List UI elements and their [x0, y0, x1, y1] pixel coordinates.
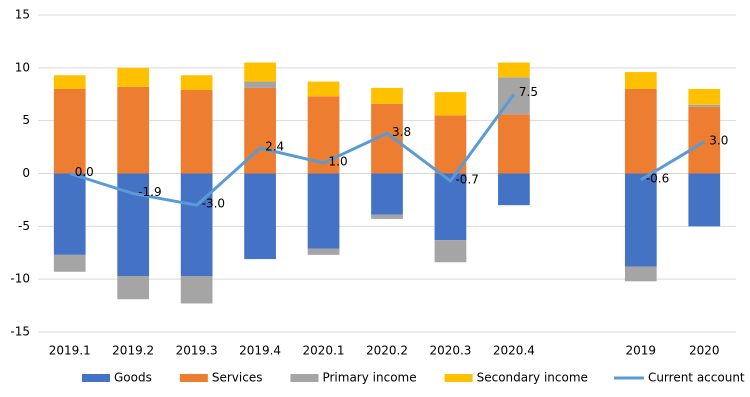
bar-segment	[180, 75, 213, 91]
x-tick-label: 2019.3	[176, 344, 218, 358]
bar-segment	[434, 173, 467, 241]
bar-segment	[117, 67, 150, 87]
y-tick-label: -10	[10, 272, 30, 286]
legend-label: Services	[212, 371, 263, 385]
bar-segment	[180, 90, 213, 174]
bar-segment	[53, 173, 86, 255]
data-label: 1.0	[329, 154, 348, 168]
x-tick-label: 2020.4	[493, 344, 535, 358]
bar-segment	[307, 81, 340, 97]
bar-segment	[624, 72, 657, 89]
bar-segment	[624, 173, 657, 267]
y-tick-label: 5	[22, 113, 30, 127]
bar-segment	[53, 75, 86, 89]
data-label: -0.6	[646, 171, 669, 185]
bar-segment	[498, 62, 530, 78]
legend-swatch	[290, 374, 319, 382]
bar-segment	[688, 106, 721, 174]
bar-segment	[244, 81, 276, 88]
bar-segment	[498, 114, 530, 174]
data-label: -3.0	[202, 197, 225, 211]
bar-segment	[688, 104, 721, 107]
x-tick-label: 2020.2	[366, 344, 408, 358]
bar-segment	[624, 266, 657, 282]
data-label: 3.0	[709, 133, 728, 147]
x-tick-label: 2020	[689, 344, 720, 358]
bar-segment	[53, 88, 86, 174]
bar-segment	[53, 254, 86, 272]
legend-swatch	[179, 374, 208, 382]
bar-segment	[117, 275, 150, 300]
legend-label: Secondary income	[477, 371, 588, 385]
line	[69, 93, 706, 207]
bar-segment	[434, 92, 467, 116]
x-tick-label: 2019	[626, 344, 657, 358]
bar-segment	[498, 173, 530, 206]
legend-label: Current account	[648, 371, 745, 385]
data-label: -1.9	[138, 185, 161, 199]
data-label: 3.8	[392, 125, 411, 139]
bar-segment	[434, 240, 467, 263]
data-label: 7.5	[519, 85, 538, 99]
bar-segment	[180, 275, 213, 304]
bar-segment	[371, 214, 403, 219]
x-tick-label: 2020.1	[303, 344, 345, 358]
data-label: 2.4	[265, 140, 284, 154]
data-label: 0.0	[75, 165, 94, 179]
bar-segment	[307, 173, 340, 249]
bar-segment	[244, 62, 276, 82]
x-tick-label: 2019.1	[49, 344, 91, 358]
y-tick-label: 15	[15, 8, 30, 22]
bar-segment	[688, 88, 721, 105]
y-tick-label: 10	[15, 60, 30, 74]
y-tick-label: -5	[18, 219, 30, 233]
bar-segment	[624, 88, 657, 174]
bar-segment	[371, 173, 403, 215]
bar-segment	[117, 86, 150, 174]
y-tick-label: 0	[22, 166, 30, 180]
bar-segment	[244, 87, 276, 174]
bar-segment	[244, 173, 276, 260]
data-label: -0.7	[455, 172, 478, 186]
bar-segment	[180, 173, 213, 276]
bar-segment	[434, 115, 467, 174]
bar-segment	[307, 248, 340, 255]
bar-segment	[371, 87, 403, 104]
legend-swatch	[82, 374, 110, 382]
legend-label: Primary income	[322, 371, 416, 385]
legend-swatch	[444, 374, 473, 382]
x-tick-label: 2019.4	[239, 344, 281, 358]
bar-segment	[688, 173, 721, 227]
x-tick-label: 2020.3	[429, 344, 471, 358]
legend-label: Goods	[114, 371, 152, 385]
x-tick-label: 2019.2	[112, 344, 154, 358]
y-tick-label: -15	[10, 325, 30, 339]
